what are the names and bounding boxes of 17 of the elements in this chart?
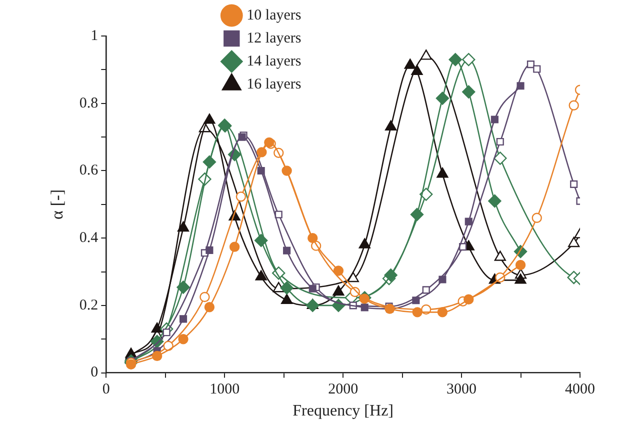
y-axis-title: α [-] — [48, 189, 67, 220]
legend-label: 16 layers — [246, 76, 302, 92]
legend-label: 12 layers — [246, 30, 302, 46]
x-tick-label: 1000 — [210, 382, 240, 398]
y-tick-label: 1 — [90, 28, 98, 44]
y-tick-label: 0 — [90, 364, 98, 381]
legend-label: 10 layers — [246, 7, 302, 24]
x-axis-title: Frequency [Hz] — [292, 402, 394, 420]
y-tick-label: 0.2 — [79, 297, 98, 314]
y-tick-label: 0.8 — [79, 95, 98, 112]
x-tick-label: 3000 — [446, 382, 477, 398]
y-tick-label: 0.4 — [79, 230, 99, 246]
y-tick-label: 0.6 — [79, 162, 99, 179]
x-tick-label: 4000 — [565, 382, 595, 398]
x-tick-label: 0 — [102, 382, 110, 398]
x-tick-label: 2000 — [328, 382, 358, 398]
legend-label: 14 layers — [246, 53, 302, 70]
